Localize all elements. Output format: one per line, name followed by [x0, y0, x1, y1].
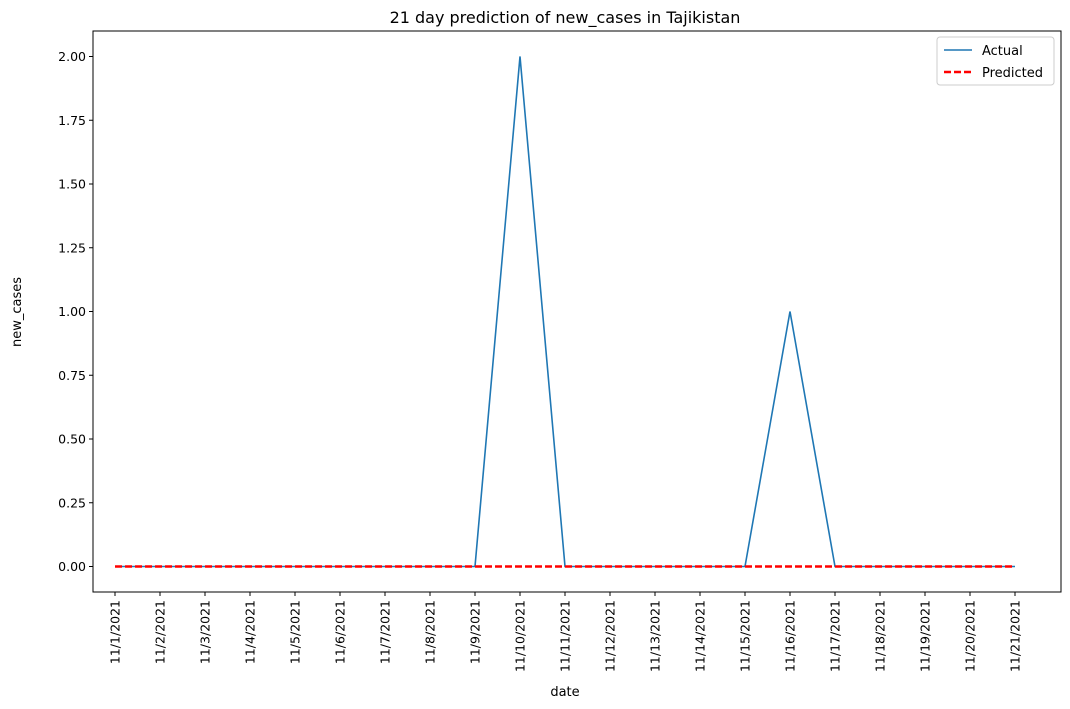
- x-tick-label: 11/7/2021: [378, 600, 393, 664]
- x-tick-label: 11/20/2021: [963, 600, 978, 672]
- series-layer: [115, 56, 1015, 568]
- x-axis: 11/1/2021 11/2/2021 11/3/2021 11/4/2021 11/5…: [108, 592, 1023, 672]
- plot-area: [92, 30, 1062, 593]
- y-tick-label: 0.00: [58, 559, 86, 574]
- x-tick-label: 11/5/2021: [288, 600, 303, 664]
- chart-title: 21 day prediction of new_cases in Tajiki…: [390, 8, 741, 28]
- x-tick-label: 11/19/2021: [918, 600, 933, 672]
- legend: Actual Predicted: [936, 36, 1055, 86]
- y-tick-label: 1.50: [58, 177, 86, 192]
- x-tick-label: 11/9/2021: [468, 600, 483, 664]
- y-tick-label: 0.25: [58, 495, 86, 510]
- legend-predicted-label: Predicted: [982, 66, 1043, 81]
- x-tick-label: 11/15/2021: [738, 600, 753, 672]
- x-tick-label: 11/13/2021: [648, 600, 663, 672]
- x-tick-label: 11/16/2021: [783, 600, 798, 672]
- x-tick-label: 11/4/2021: [243, 600, 258, 664]
- y-tick-label: 0.50: [58, 432, 86, 447]
- x-tick-label: 11/14/2021: [693, 600, 708, 672]
- y-tick-label: 0.75: [58, 368, 86, 383]
- x-tick-label: 11/1/2021: [108, 600, 123, 664]
- y-tick-label: 1.75: [58, 113, 86, 128]
- y-tick-label: 1.00: [58, 304, 86, 319]
- x-tick-label: 11/18/2021: [873, 600, 888, 672]
- x-tick-label: 11/8/2021: [423, 600, 438, 664]
- x-tick-label: 11/11/2021: [558, 600, 573, 672]
- legend-actual-label: Actual: [982, 44, 1023, 59]
- y-tick-label: 1.25: [58, 240, 86, 255]
- x-tick-label: 11/3/2021: [198, 600, 213, 664]
- x-axis-label: date: [550, 685, 579, 700]
- x-tick-label: 11/12/2021: [603, 600, 618, 672]
- x-tick-label: 11/6/2021: [333, 600, 348, 664]
- y-axis-label: new_cases: [10, 277, 25, 347]
- x-tick-label: 11/21/2021: [1008, 600, 1023, 672]
- y-tick-label: 2.00: [58, 49, 86, 64]
- x-tick-label: 11/17/2021: [828, 600, 843, 672]
- x-tick-label: 11/2/2021: [153, 600, 168, 664]
- y-axis: 0.00 0.25 0.50 0.75 1.00 1.25 1.50 1.75 2.00: [58, 49, 93, 574]
- x-tick-label: 11/10/2021: [513, 600, 528, 672]
